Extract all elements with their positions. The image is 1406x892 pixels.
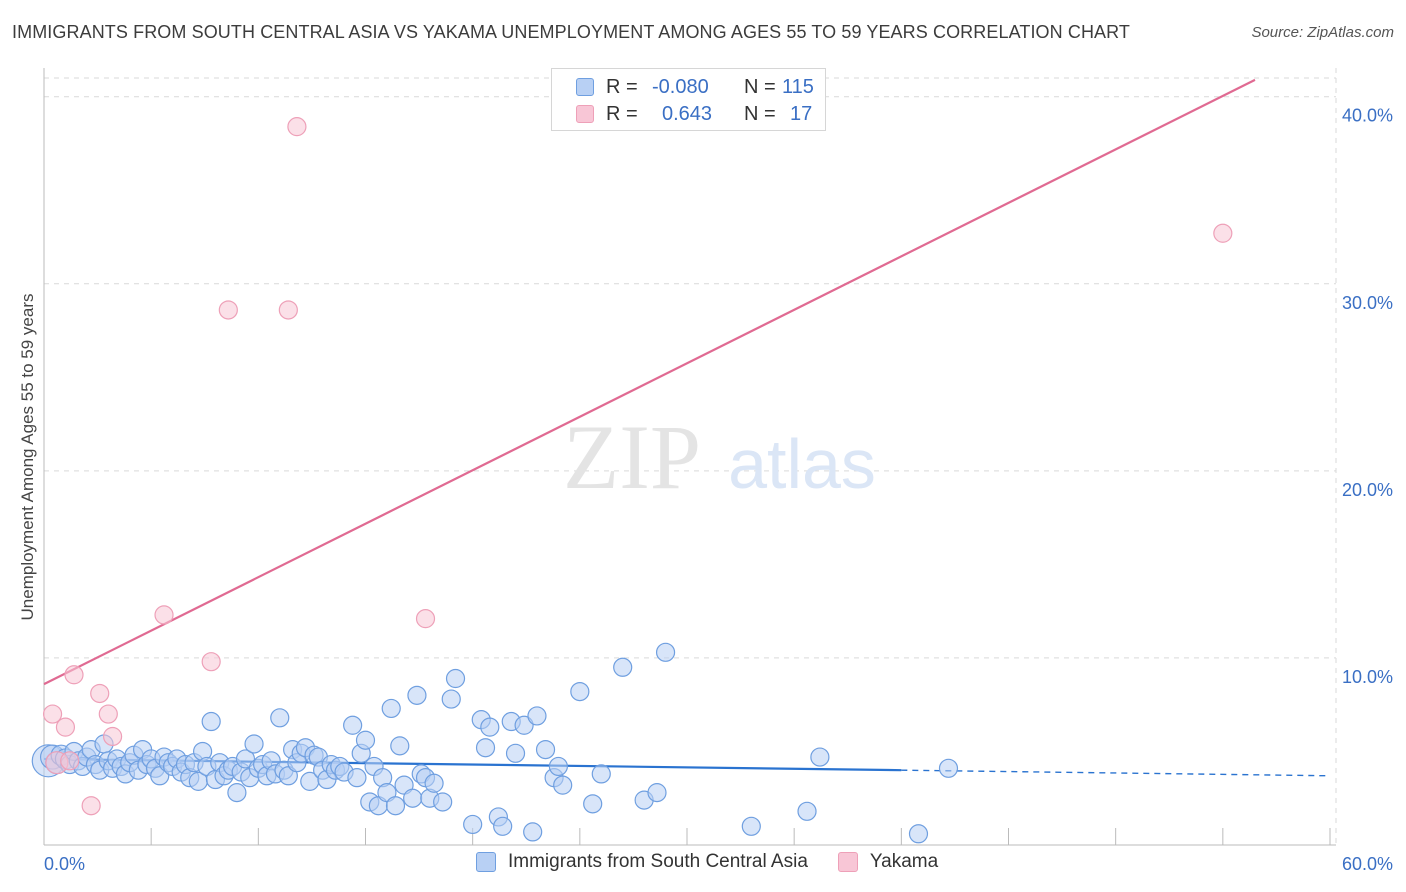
blue-point	[480, 717, 500, 737]
blue-point	[613, 657, 633, 677]
x-tick-label-max: 60.0%	[1342, 854, 1393, 874]
pink-point	[98, 704, 118, 724]
blue-point	[475, 738, 496, 758]
blue-point	[244, 734, 264, 754]
pink-point	[102, 726, 123, 747]
blue-point	[463, 814, 483, 835]
blue-point	[235, 749, 256, 769]
blue-point	[343, 715, 363, 735]
n-label: N =	[744, 102, 776, 125]
y-tick-label: 30.0%	[1342, 293, 1393, 313]
blue-point	[201, 711, 221, 732]
blue-point	[514, 715, 534, 735]
legend-item-immigrants: Immigrants from South Central Asia	[508, 851, 808, 872]
blue-point	[570, 681, 590, 702]
legend-row-pink: R = 0.643 N = 17	[576, 102, 812, 126]
blue-point	[407, 685, 427, 705]
pink-point	[201, 652, 221, 672]
blue-point	[553, 775, 573, 795]
legend-item-yakama: Yakama	[869, 851, 939, 872]
data-points	[31, 117, 1233, 844]
pink-point	[55, 717, 76, 737]
blue-point	[938, 758, 959, 778]
blue-point	[908, 824, 929, 844]
pink-point	[278, 300, 298, 320]
tick-labels: 10.0% 20.0% 30.0% 40.0% 0.0% 60.0%	[44, 106, 1393, 874]
pink-point	[42, 704, 63, 724]
blue-point	[355, 730, 376, 750]
n-label: N =	[744, 75, 776, 98]
pink-point	[218, 300, 238, 320]
pink-point	[1213, 223, 1233, 243]
blue-legend-swatch	[476, 852, 496, 872]
blue-point	[810, 747, 830, 767]
blue-point	[270, 708, 290, 728]
pink-point	[154, 605, 174, 625]
x-tick-label-min: 0.0%	[44, 854, 85, 874]
y-tick-label: 20.0%	[1342, 480, 1393, 500]
blue-point	[583, 794, 603, 814]
blue-point	[424, 773, 444, 793]
y-tick-label: 40.0%	[1342, 106, 1393, 126]
r-value: 0.643	[662, 102, 713, 125]
blue-point	[347, 768, 367, 788]
series-legend: Immigrants from South Central Asia Yakam…	[476, 851, 938, 873]
blue-point	[741, 816, 761, 836]
blue-point	[403, 788, 423, 808]
blue-point	[523, 822, 543, 842]
n-value: 115	[782, 75, 814, 98]
blue-point	[433, 792, 453, 812]
pink-point	[64, 665, 84, 685]
watermark-zip: ZIP	[563, 406, 701, 508]
source-label: Source: ZipAtlas.com	[1251, 24, 1394, 41]
blue-point	[381, 698, 401, 719]
blue-point	[493, 816, 513, 836]
blue-point	[390, 736, 410, 756]
blue-trend-extension	[901, 769, 1331, 777]
pink-trend-line	[43, 78, 1256, 686]
n-value: 17	[790, 102, 813, 125]
blue-point	[227, 783, 247, 803]
pink-swatch	[576, 105, 594, 123]
pink-point	[90, 683, 110, 704]
blue-point	[385, 796, 406, 816]
watermark-atlas: atlas	[728, 425, 876, 503]
blue-point	[548, 756, 569, 777]
legend-row-blue: R = -0.080 N = 115	[576, 75, 814, 99]
watermark: ZIP atlas	[563, 406, 876, 508]
blue-point	[445, 668, 466, 689]
pink-point	[287, 117, 307, 137]
chart-title: IMMIGRANTS FROM SOUTH CENTRAL ASIA VS YA…	[12, 22, 1131, 42]
blue-point	[655, 642, 676, 662]
correlation-legend: R = -0.080 N = 115 R = 0.643 N = 17	[551, 68, 826, 131]
blue-point	[797, 801, 817, 821]
r-label: R =	[606, 75, 638, 98]
blue-point	[647, 783, 667, 803]
pink-point	[60, 751, 80, 771]
blue-point	[535, 739, 556, 760]
r-value: -0.080	[652, 75, 709, 98]
blue-swatch	[576, 78, 594, 96]
y-tick-label: 10.0%	[1342, 667, 1393, 687]
blue-point	[505, 743, 526, 763]
blue-point	[441, 689, 461, 709]
blue-point	[527, 706, 547, 726]
pink-point	[415, 609, 436, 629]
blue-point	[591, 764, 611, 784]
pink-legend-swatch	[837, 852, 858, 872]
pink-point	[81, 796, 101, 816]
r-label: R =	[606, 102, 638, 125]
